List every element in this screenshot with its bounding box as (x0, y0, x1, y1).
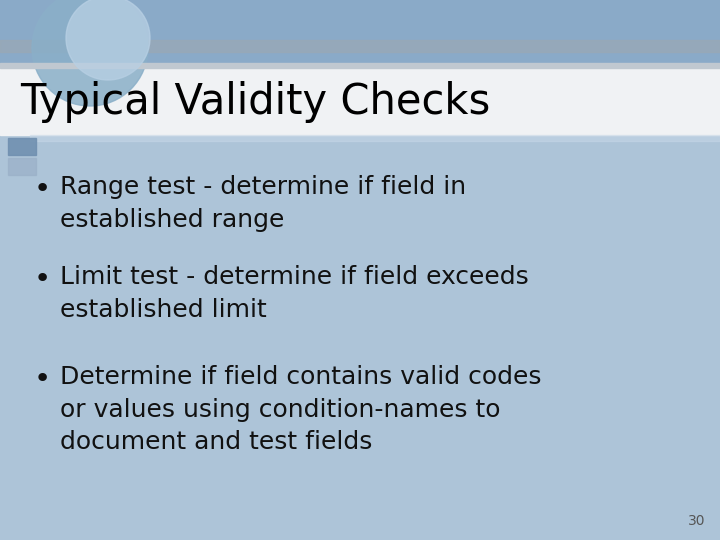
Text: Limit test - determine if field exceeds
established limit: Limit test - determine if field exceeds … (60, 265, 528, 321)
Text: 30: 30 (688, 514, 705, 528)
Bar (8, 138, 36, 155)
Bar (8, 158, 36, 175)
Text: •: • (33, 365, 50, 393)
Text: •: • (33, 175, 50, 203)
Circle shape (66, 0, 150, 80)
Circle shape (32, 0, 148, 106)
FancyBboxPatch shape (0, 0, 720, 68)
Text: •: • (33, 265, 50, 293)
Text: Determine if field contains valid codes
or values using condition-names to
docum: Determine if field contains valid codes … (60, 365, 541, 454)
FancyBboxPatch shape (0, 0, 720, 68)
Text: Range test - determine if field in
established range: Range test - determine if field in estab… (60, 175, 466, 232)
Bar (0, 63, 720, 68)
Bar (0, 65, 720, 135)
Bar (30, 135, 720, 141)
Bar (0, 135, 720, 540)
Bar (0, 40, 720, 52)
Text: Typical Validity Checks: Typical Validity Checks (20, 81, 490, 123)
